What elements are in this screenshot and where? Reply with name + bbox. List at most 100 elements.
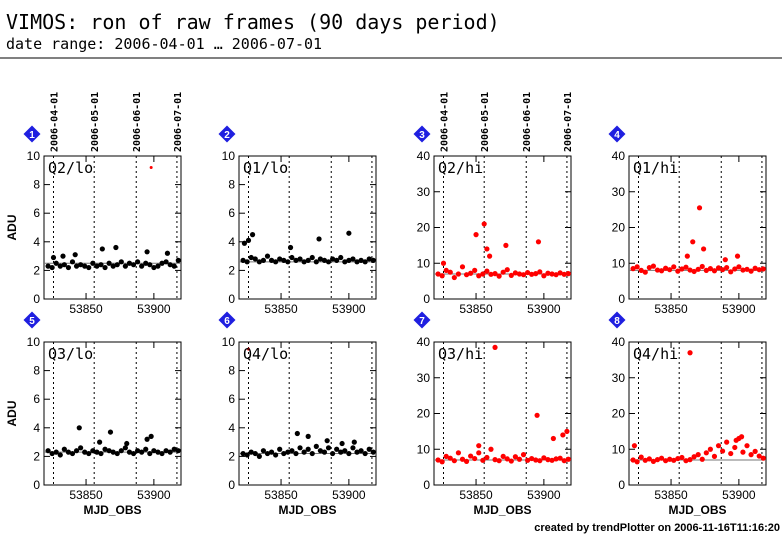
data-point — [82, 263, 88, 269]
data-point — [496, 458, 502, 464]
panel-badge-number: 6 — [224, 316, 230, 327]
panel-badge-number: 5 — [29, 316, 35, 327]
x-tick-label: 53900 — [527, 302, 561, 316]
x-tick-label: 53850 — [264, 302, 298, 316]
data-point — [285, 449, 291, 455]
data-point — [325, 445, 332, 451]
data-point — [240, 257, 246, 263]
y-tick-label: 30 — [417, 185, 431, 199]
y-tick-label: 8 — [33, 178, 40, 192]
data-point — [537, 458, 543, 464]
panel-label: Q2/hi — [438, 159, 483, 177]
data-point — [711, 453, 718, 459]
data-point — [516, 271, 523, 277]
data-point — [503, 242, 509, 248]
data-point — [703, 450, 709, 456]
data-point — [468, 270, 474, 276]
plot-frame — [238, 155, 377, 300]
data-point — [245, 237, 252, 243]
x-axis-title: MJD_OBS — [278, 503, 336, 517]
panel-1: 1 2006-04-01 2006-05-01 2006-06-01 2006-07-0… — [5, 92, 184, 316]
y-tick-label: 0 — [33, 478, 40, 492]
x-axis-title: MJD_OBS — [473, 503, 531, 517]
data-point — [294, 430, 300, 437]
x-tick-label: 53850 — [264, 488, 298, 502]
data-point — [701, 246, 707, 252]
data-point — [504, 267, 510, 273]
data-point — [719, 267, 726, 273]
data-point — [342, 259, 348, 265]
data-point — [732, 266, 738, 272]
data-point — [732, 444, 738, 451]
data-point — [147, 262, 153, 268]
data-point — [175, 257, 181, 263]
data-point — [248, 254, 254, 261]
data-point — [687, 267, 693, 273]
date-tick-label: 2006-07-01 — [563, 92, 574, 152]
data-point — [738, 434, 745, 440]
y-tick-label: 6 — [228, 206, 235, 220]
data-point — [492, 457, 498, 463]
data-point — [325, 259, 332, 265]
data-point — [297, 256, 303, 262]
y-tick-label: 10 — [27, 149, 41, 163]
data-point — [122, 445, 128, 451]
data-point — [630, 266, 636, 272]
data-point — [439, 459, 445, 465]
data-point — [443, 267, 449, 273]
data-point — [342, 448, 348, 454]
y-tick-label: 10 — [222, 335, 236, 349]
data-point — [114, 450, 120, 457]
data-point — [476, 443, 482, 449]
data-point — [484, 454, 490, 461]
data-point — [163, 448, 169, 454]
data-point — [370, 449, 376, 455]
data-point — [722, 257, 728, 263]
data-point — [642, 457, 648, 463]
data-point — [760, 266, 766, 272]
footer-credit: created by trendPlotter on 2006-11-16T11… — [534, 522, 780, 534]
data-point — [49, 450, 55, 457]
data-point — [273, 259, 279, 265]
y-tick-label: 30 — [612, 185, 626, 199]
data-point — [106, 260, 112, 266]
panel-badge — [608, 311, 626, 329]
data-point — [650, 263, 657, 269]
y-tick-label: 40 — [417, 335, 431, 349]
data-point — [114, 262, 120, 268]
data-point — [287, 244, 294, 251]
x-tick-label: 53900 — [332, 302, 366, 316]
panel-6: 6 0 2 4 6 8 10 53850 53900 Q4/lo MJD_OBS — [218, 311, 377, 517]
data-point — [472, 267, 478, 273]
data-point — [564, 428, 570, 434]
data-point — [301, 449, 307, 455]
x-tick-label: 53850 — [69, 488, 103, 502]
data-point — [61, 262, 67, 268]
data-point — [545, 270, 551, 276]
data-point — [90, 260, 96, 266]
data-point — [151, 448, 157, 454]
y-tick-label: 8 — [33, 364, 40, 378]
data-point — [524, 269, 531, 276]
data-point — [167, 449, 173, 455]
y-tick-label: 40 — [612, 335, 626, 349]
data-point — [134, 259, 141, 265]
data-point — [164, 250, 171, 256]
x-axis-title: MJD_OBS — [668, 503, 726, 517]
data-point — [72, 252, 78, 258]
data-point — [439, 273, 445, 279]
data-point — [715, 265, 722, 271]
data-point — [268, 449, 275, 455]
data-point — [695, 452, 701, 458]
data-point — [297, 445, 303, 451]
data-point — [663, 265, 669, 271]
data-point — [675, 268, 681, 274]
data-point — [443, 453, 449, 459]
data-point — [488, 271, 494, 277]
panel-badge-number: 7 — [419, 316, 425, 327]
data-point — [671, 264, 677, 270]
data-point — [658, 455, 665, 461]
data-point — [687, 457, 693, 463]
panel-label: Q4/hi — [633, 345, 678, 363]
data-point — [94, 449, 100, 455]
